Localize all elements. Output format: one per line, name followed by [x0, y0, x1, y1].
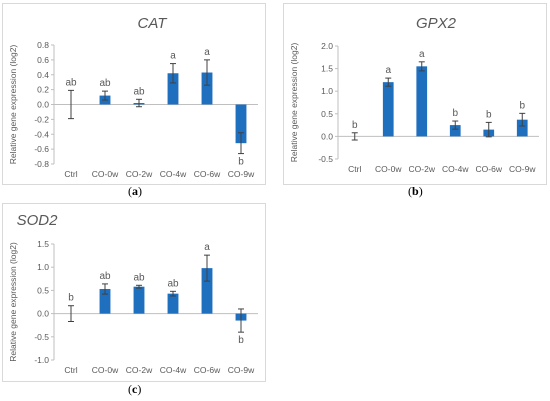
x-tick-label: CO-9w: [228, 169, 255, 179]
y-tick-label: 0.4: [37, 70, 49, 80]
y-tick-label: 0.8: [37, 40, 49, 50]
bar-co-9w: [516, 119, 528, 137]
caption-c-letter: c: [132, 382, 138, 396]
y-tick-label: 0.0: [321, 131, 333, 141]
chart-title: GPX2: [416, 15, 457, 32]
significance-letter: ab: [99, 78, 111, 89]
y-tick-label: -0.4: [34, 129, 49, 139]
x-tick-label: CO-0w: [92, 365, 119, 375]
y-tick-label: 0.0: [37, 309, 49, 319]
y-axis-label: Relative gene expression (log2): [8, 45, 18, 165]
x-tick-label: CO-2w: [126, 365, 153, 375]
chart-sod2: SOD2 Relative gene expression (log2) 1.5 1.…: [2, 203, 266, 382]
caption-a: (a): [128, 184, 142, 198]
y-tick-label: 1.5: [37, 239, 49, 249]
chart-cat: CAT Relative gene expression (log2) 0.8 0.6…: [2, 3, 266, 185]
x-tick-label: CO-4w: [160, 365, 187, 375]
significance-letter: ab: [133, 86, 145, 97]
y-tick-label: 0.5: [37, 285, 49, 295]
chart-gpx2: GPX2 Relative gene expression (log2) 2.0 1.…: [283, 3, 547, 185]
x-tick-label: CO-9w: [509, 164, 536, 174]
x-tick-label: CO-0w: [92, 169, 119, 179]
x-tick-label: CO-4w: [442, 164, 469, 174]
y-tick-label: 2.0: [321, 41, 333, 51]
x-tick-label: Ctrl: [64, 365, 77, 375]
significance-letter: a: [204, 47, 210, 58]
caption-b-letter: b: [412, 184, 419, 198]
y-tick-label: 1.0: [37, 262, 49, 272]
x-tick-label: CO-2w: [409, 164, 436, 174]
x-tick-label: CO-0w: [375, 164, 402, 174]
significance-letter: a: [170, 51, 176, 62]
y-tick-label: 1.5: [321, 64, 333, 74]
x-tick-label: CO-4w: [160, 169, 187, 179]
chart-frame: [283, 3, 547, 185]
significance-letter: a: [204, 242, 210, 253]
chart-title: CAT: [138, 15, 169, 32]
bar-co-2w: [133, 286, 145, 314]
caption-c: (c): [128, 382, 142, 396]
bar-co-9w: [235, 104, 247, 144]
bar-co-6w: [201, 72, 213, 105]
x-tick-label: Ctrl: [348, 164, 361, 174]
bar-co-6w: [201, 268, 213, 314]
significance-letter: b: [68, 293, 74, 304]
significance-letter: b: [238, 157, 244, 168]
chart-frame: [2, 3, 266, 185]
chart-title: SOD2: [17, 212, 59, 229]
x-tick-label: CO-6w: [476, 164, 503, 174]
y-tick-label: -0.8: [34, 159, 49, 169]
y-tick-label: -1.0: [34, 355, 49, 365]
x-tick-label: CO-6w: [194, 365, 221, 375]
y-tick-label: -0.5: [34, 332, 49, 342]
significance-letter: b: [238, 335, 244, 346]
bar-co-2w: [416, 66, 428, 137]
y-tick-label: -0.6: [34, 144, 49, 154]
caption-a-letter: a: [132, 184, 138, 198]
y-tick-label: -0.2: [34, 114, 49, 124]
y-tick-label: 0.6: [37, 55, 49, 65]
significance-letter: a: [419, 49, 425, 60]
y-tick-label: 1.0: [321, 86, 333, 96]
chart-panel-sod2: SOD2 Relative gene expression (log2) 1.5 1.…: [2, 203, 266, 382]
caption-b: (b): [408, 184, 423, 198]
significance-letter: ab: [99, 271, 111, 282]
significance-letter: ab: [167, 278, 179, 289]
bar-co-4w: [167, 73, 179, 105]
y-tick-label: 0.2: [37, 85, 49, 95]
chart-panel-cat: CAT Relative gene expression (log2) 0.8 0.6…: [2, 3, 266, 185]
significance-letter: b: [352, 120, 358, 131]
x-tick-label: Ctrl: [64, 169, 77, 179]
bar-co-4w: [167, 293, 179, 314]
y-axis-label: Relative gene expression (log2): [289, 43, 299, 163]
significance-letter: ab: [65, 77, 77, 88]
y-tick-label: -0.5: [318, 154, 333, 164]
bar-co-0w: [99, 289, 111, 314]
significance-letter: b: [452, 108, 458, 119]
y-axis-label: Relative gene expression (log2): [8, 242, 18, 362]
x-tick-label: CO-6w: [194, 169, 221, 179]
chart-panel-gpx2: GPX2 Relative gene expression (log2) 2.0 1.…: [283, 3, 547, 185]
significance-letter: ab: [133, 272, 145, 283]
x-tick-label: CO-2w: [126, 169, 153, 179]
significance-letter: b: [519, 100, 525, 111]
x-tick-label: CO-9w: [228, 365, 255, 375]
y-tick-label: 0.5: [321, 109, 333, 119]
significance-letter: a: [385, 65, 391, 76]
y-tick-label: 0.0: [37, 100, 49, 110]
bar-co-0w: [382, 82, 394, 137]
bar-co-4w: [449, 125, 461, 137]
significance-letter: b: [486, 109, 492, 120]
